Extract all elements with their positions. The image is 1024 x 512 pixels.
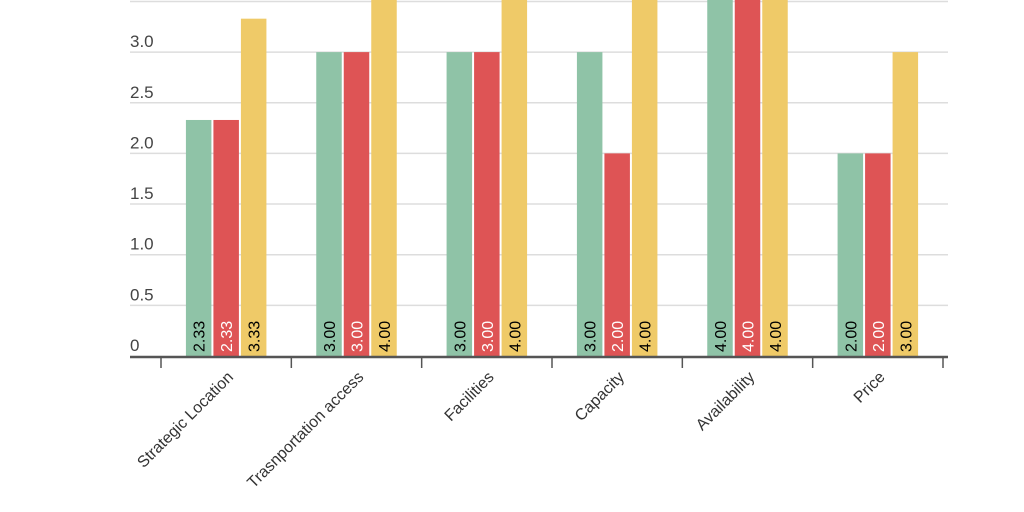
bar-1 xyxy=(185,119,212,356)
y-tick-label: 1.5 xyxy=(130,184,154,203)
bar-2 xyxy=(343,52,370,356)
y-tick-label: 0 xyxy=(130,336,139,355)
data-label: 4.00 xyxy=(741,321,758,352)
data-label: 3.33 xyxy=(247,321,264,352)
y-tick-label: 1.0 xyxy=(130,235,154,254)
x-tick-label: Availability xyxy=(693,369,758,434)
bar-2 xyxy=(604,153,630,356)
bar-2 xyxy=(865,153,891,356)
bar-1 xyxy=(316,52,342,356)
x-tick-label: Capacity xyxy=(572,369,628,425)
y-tick-label: 2.0 xyxy=(130,133,154,152)
data-label: 3.00 xyxy=(350,321,367,352)
data-label: 2.33 xyxy=(219,321,236,352)
data-label: 4.00 xyxy=(713,321,730,352)
data-label: 4.00 xyxy=(377,321,394,352)
data-label: 4.00 xyxy=(507,321,524,352)
data-label: 3.00 xyxy=(583,321,600,352)
bar-1 xyxy=(837,153,864,356)
y-tick-label: 0.5 xyxy=(130,285,154,304)
bar-2 xyxy=(474,52,500,356)
bar-3 xyxy=(501,0,528,357)
bar-3 xyxy=(892,52,919,356)
bar-3 xyxy=(371,0,397,357)
bar-3 xyxy=(240,18,267,357)
bar-2 xyxy=(734,0,761,357)
x-tick-label: Facilities xyxy=(442,369,498,425)
bar-2 xyxy=(213,119,239,356)
bar-3 xyxy=(762,0,788,357)
data-label: 2.00 xyxy=(610,321,627,352)
data-label: 3.00 xyxy=(480,321,497,352)
y-tick-label: 2.5 xyxy=(130,83,154,102)
data-label: 3.00 xyxy=(322,321,339,352)
x-tick-label: Strategic Location xyxy=(134,369,237,472)
x-tick-label: Price xyxy=(851,369,889,407)
bar-1 xyxy=(707,0,733,357)
bar-3 xyxy=(631,0,658,357)
data-label: 3.00 xyxy=(898,321,915,352)
data-label: 3.00 xyxy=(452,321,469,352)
data-label: 2.00 xyxy=(843,321,860,352)
bar-1 xyxy=(576,52,603,356)
data-label: 2.00 xyxy=(871,321,888,352)
bar-1 xyxy=(446,52,473,356)
data-label: 4.00 xyxy=(768,321,785,352)
data-label: 4.00 xyxy=(638,321,655,352)
x-tick-label: Trasnportation access xyxy=(244,369,367,492)
data-label: 2.33 xyxy=(192,321,209,352)
y-tick-label: 3.0 xyxy=(130,32,154,51)
